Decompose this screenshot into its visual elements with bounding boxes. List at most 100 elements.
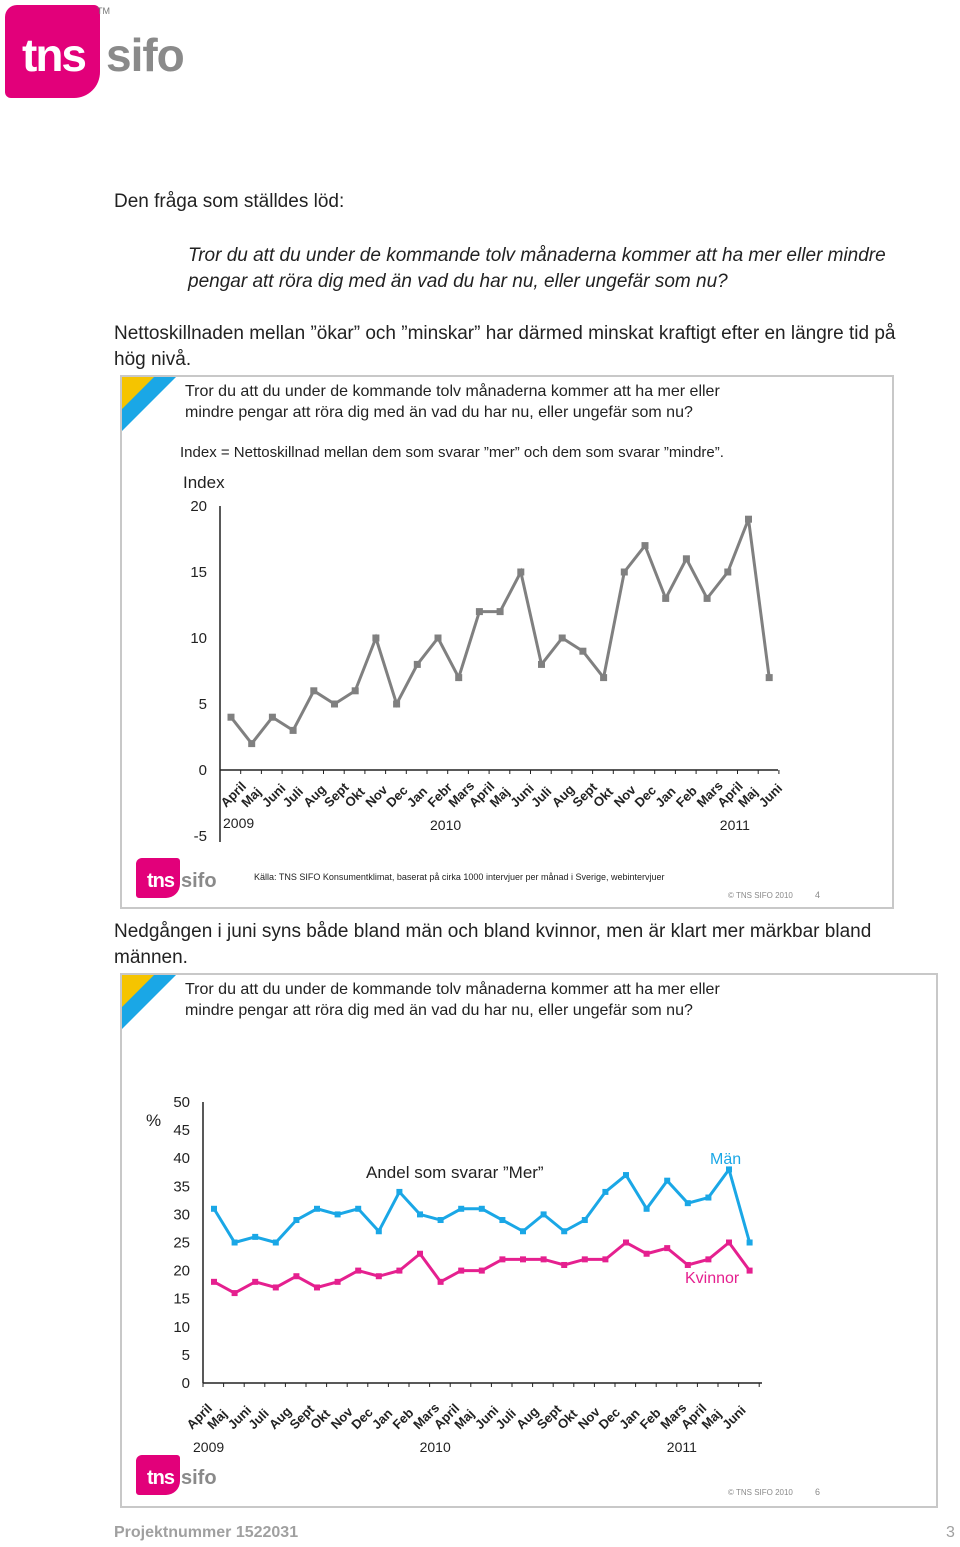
y-tick-label: 5 xyxy=(199,696,207,713)
logo-tns-text: tns xyxy=(22,29,87,81)
index-data-point xyxy=(641,542,649,550)
footer-project-number: Projektnummer 1522031 xyxy=(114,1524,299,1541)
y-tick-label: 30 xyxy=(173,1206,190,1223)
men-series-data-point xyxy=(252,1233,259,1240)
slide1-page-number: 4 xyxy=(815,890,821,900)
year-label: 2011 xyxy=(667,1439,697,1455)
chart-annotation: Andel som svarar ”Mer” xyxy=(366,1163,544,1182)
y-tick-label: 0 xyxy=(182,1375,190,1392)
index-data-point xyxy=(745,515,752,523)
slide-gender-chart xyxy=(120,973,938,1508)
women-series-data-point xyxy=(458,1267,465,1274)
y-tick-label: 20 xyxy=(190,498,207,515)
index-data-point xyxy=(393,700,401,708)
women-series-data-point xyxy=(705,1256,712,1263)
men-series-data-point xyxy=(664,1177,671,1184)
slide2-logo-sifo: sifo xyxy=(181,1467,217,1489)
women-series-data-point xyxy=(520,1256,526,1263)
men-series-data-point xyxy=(375,1228,382,1235)
women-series-data-point xyxy=(602,1256,609,1263)
year-label: 2010 xyxy=(420,1439,451,1455)
women-series-data-point xyxy=(375,1273,382,1280)
y-tick-label: 10 xyxy=(190,630,207,647)
index-data-point xyxy=(579,647,587,655)
men-series-data-point xyxy=(643,1205,650,1212)
women-series-data-point xyxy=(437,1278,444,1285)
legend-label-women: Kvinnor xyxy=(685,1270,740,1287)
men-series-data-point xyxy=(458,1205,465,1212)
y-axis-title: % xyxy=(146,1111,161,1130)
men-series-data-point xyxy=(684,1200,691,1207)
index-data-point xyxy=(475,608,483,616)
women-series-data-point xyxy=(396,1267,403,1274)
index-data-point xyxy=(434,634,442,642)
slide1-copyright: © TNS SIFO 2010 xyxy=(728,891,793,900)
index-data-point xyxy=(351,687,359,695)
year-label: 2009 xyxy=(193,1439,224,1455)
women-series-data-point xyxy=(293,1273,300,1280)
index-data-point xyxy=(289,726,297,734)
women-series-data-point xyxy=(231,1290,238,1297)
intro-paragraph2-line2: männen. xyxy=(114,947,188,968)
men-series-data-point xyxy=(231,1239,238,1246)
men-series-data-point xyxy=(334,1211,341,1218)
x-tick-label: Juni xyxy=(719,1403,749,1433)
women-series-data-point xyxy=(355,1267,362,1274)
year-label: 2011 xyxy=(720,817,750,833)
women-series-data-point xyxy=(623,1239,629,1246)
slide1-logo-sifo: sifo xyxy=(181,870,217,892)
women-series-data-point xyxy=(746,1267,753,1274)
y-tick-label: 40 xyxy=(173,1150,190,1167)
women-series-data-point xyxy=(581,1256,588,1263)
women-series-data-point xyxy=(726,1239,732,1246)
women-series-data-point xyxy=(478,1267,485,1274)
slide1-question-line1: Tror du att du under de kommande tolv må… xyxy=(185,383,720,400)
men-series-data-point xyxy=(211,1205,217,1212)
slide-corner-decoration xyxy=(122,975,176,1029)
men-series-data-point xyxy=(561,1228,568,1235)
intro-question-line1: Tror du att du under de kommande tolv må… xyxy=(188,245,886,266)
slide2-page-number: 6 xyxy=(815,1487,821,1497)
index-data-point xyxy=(331,700,338,708)
y-tick-label: 0 xyxy=(199,762,207,779)
index-data-point xyxy=(248,740,256,748)
women-series-data-point xyxy=(334,1278,341,1285)
slide2-question-line1: Tror du att du under de kommande tolv må… xyxy=(185,981,720,998)
index-data-point xyxy=(517,568,525,576)
index-data-point xyxy=(413,660,421,668)
year-label: 2009 xyxy=(223,815,254,831)
intro-paragraph1-line2: hög nivå. xyxy=(114,349,192,370)
men-series-data-point xyxy=(314,1205,320,1212)
slide1-index-note: Index = Nettoskillnad mellan dem som sva… xyxy=(180,444,724,461)
slide1-logo-tns: tns xyxy=(147,870,175,892)
index-data-point xyxy=(310,687,318,695)
year-label: 2010 xyxy=(430,817,461,833)
intro-question-line2: pengar att röra dig med än vad du har nu… xyxy=(188,271,728,292)
men-series-data-point xyxy=(540,1211,547,1218)
men-series-data-point xyxy=(602,1188,609,1195)
y-tick-label: 20 xyxy=(173,1263,190,1280)
slide1-question-line2: mindre pengar att röra dig med än vad du… xyxy=(185,404,693,421)
intro-paragraph1-line1: Nettoskillnaden mellan ”ökar” och ”minsk… xyxy=(114,323,896,344)
y-tick-label: 10 xyxy=(173,1319,190,1336)
y-axis-title: Index xyxy=(183,473,225,492)
men-series-data-point xyxy=(746,1239,753,1246)
index-data-point xyxy=(703,594,711,602)
legend-label-men: Män xyxy=(710,1151,741,1168)
logo-mark-icon xyxy=(5,5,100,98)
y-tick-label: 5 xyxy=(182,1347,190,1364)
men-series-data-point xyxy=(478,1205,485,1212)
index-data-point xyxy=(455,674,463,682)
women-series-data-point xyxy=(664,1245,671,1252)
logo-trademark: TM xyxy=(97,6,110,16)
men-series-data-point xyxy=(355,1205,362,1212)
y-tick-label: -5 xyxy=(194,828,207,845)
intro-lead: Den fråga som ställdes löd: xyxy=(114,191,345,212)
y-tick-label: 50 xyxy=(173,1094,190,1111)
y-tick-label: 15 xyxy=(173,1291,190,1308)
men-series-data-point xyxy=(417,1211,423,1218)
y-tick-label: 45 xyxy=(173,1122,190,1139)
men-series-data-point xyxy=(520,1228,526,1235)
index-data-point xyxy=(268,713,276,721)
